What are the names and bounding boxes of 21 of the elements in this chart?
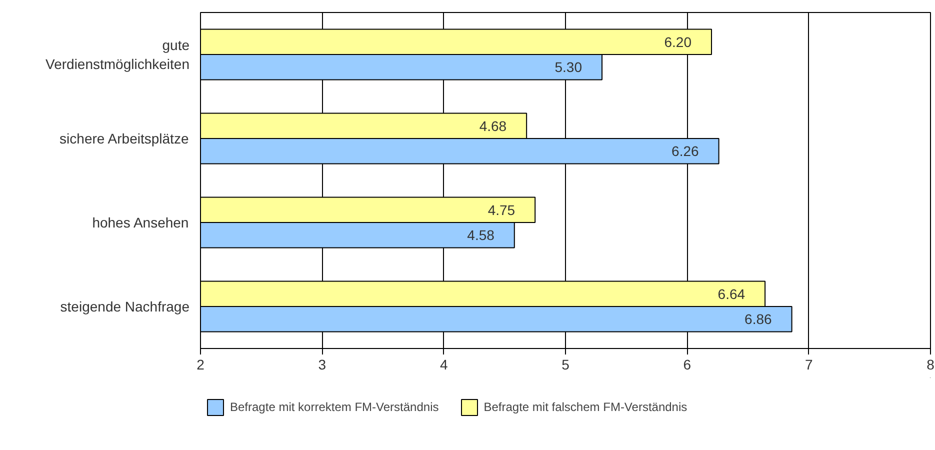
data-label: 4.58: [467, 227, 495, 244]
x-tick-label: 5: [562, 356, 570, 372]
data-label: 6.20: [664, 34, 692, 50]
data-label: 4.75: [488, 202, 516, 218]
x-tick-label: 3: [318, 356, 326, 372]
data-label: 6.64: [718, 286, 746, 302]
data-label: 5.30: [554, 59, 582, 76]
x-tick-label: 6: [683, 356, 692, 372]
x-tick-label: 8: [926, 356, 935, 372]
legend-label: Befragte mit korrektem FM-Verständnis: [230, 400, 439, 414]
y-tick-label: hohes Ansehen: [92, 214, 189, 230]
x-tick-label: 4: [440, 356, 448, 372]
y-tick-label: gute Verdienstmöglichkeiten: [46, 36, 190, 72]
legend-label: Befragte mit falschem FM-Verständnis: [484, 400, 688, 414]
x-tick-label: 7: [804, 356, 813, 372]
y-tick-label: steigende Nachfrage: [60, 298, 190, 314]
data-label: 6.86: [744, 311, 772, 328]
x-tick-label: 2: [196, 356, 205, 372]
data-label: 6.26: [672, 143, 700, 160]
data-label: 4.68: [479, 118, 507, 134]
y-tick-label: sichere Arbeitsplätze: [60, 130, 189, 146]
